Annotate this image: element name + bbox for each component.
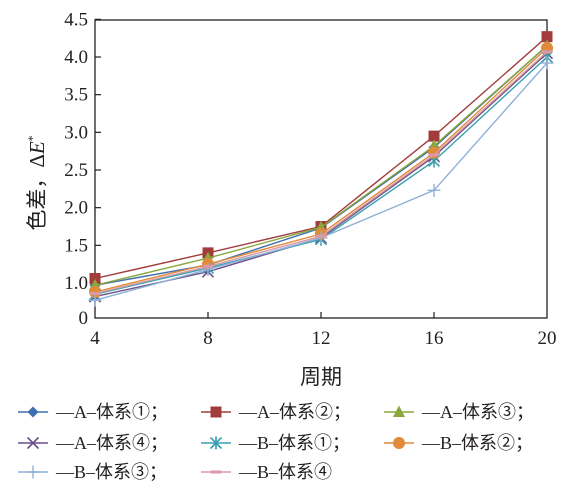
legend-marker (26, 436, 40, 450)
series-3 (89, 39, 553, 291)
legend-label: —A–体系①； (55, 402, 168, 422)
y-tick-label: 2.5 (64, 160, 88, 181)
legend-label: —B–体系①； (238, 433, 350, 453)
data-point (427, 183, 441, 197)
y-tick-label: 1.5 (64, 235, 88, 256)
x-axis-title: 周期 (300, 365, 342, 389)
series-5 (88, 50, 554, 301)
series-layer (88, 31, 554, 307)
data-point (428, 130, 440, 142)
legend-label: —A–体系②； (238, 402, 351, 422)
series-6 (89, 41, 553, 299)
y-axis-title: 色差，ΔE* (25, 135, 49, 230)
legend-item: —B–体系④ (201, 462, 332, 482)
data-point (428, 146, 440, 159)
legend-label: —A–体系④； (55, 433, 168, 453)
y-tick-label: 4.5 (64, 9, 88, 30)
legend-item: —A–体系①； (18, 402, 168, 422)
legend-item: —B–体系①； (201, 433, 350, 453)
y-tick-label: 3.0 (64, 122, 88, 143)
legend-item: —A–体系②； (201, 402, 351, 422)
series-7 (88, 56, 554, 307)
series-8 (89, 50, 553, 296)
data-point (89, 272, 101, 284)
series-line (94, 45, 548, 286)
series-line (94, 51, 548, 295)
legend-label: —B–体系③； (55, 462, 167, 482)
legend-marker (393, 437, 405, 449)
legend-marker (209, 436, 223, 450)
legend-label: —B–体系②； (421, 433, 533, 453)
legend-marker (27, 406, 39, 418)
x-axis: 4 8 12 16 20 (90, 312, 557, 349)
y-tick-label: 3.5 (64, 85, 88, 106)
x-tick-label: 12 (312, 328, 331, 349)
y-tick-label: 2.0 (64, 198, 88, 219)
y-axis-title-main: 色差，Δ (25, 154, 49, 231)
legend: —A–体系①； —A–体系②； —A–体系③； —A–体系④； —B–体系①； —B–体系… (18, 402, 534, 482)
x-tick-label: 8 (203, 328, 213, 349)
legend-label: —B–体系④ (238, 462, 332, 482)
y-tick-label: 0 (79, 308, 89, 329)
series-2 (89, 31, 553, 284)
series-1 (89, 40, 553, 291)
y-axis: 0 1.0 1.5 2.0 2.5 3.0 3.5 4.0 4.5 (64, 9, 101, 329)
data-point (88, 293, 102, 307)
x-tick-label: 4 (90, 328, 100, 349)
legend-item: —B–体系②； (384, 433, 533, 453)
series-line (94, 56, 548, 295)
data-point (541, 31, 553, 43)
legend-item: —A–体系③； (384, 402, 534, 422)
legend-item: —A–体系④； (18, 433, 168, 453)
y-axis-title-superscript: * (25, 135, 39, 141)
series-line (94, 47, 548, 293)
legend-label: —A–体系③； (421, 402, 534, 422)
legend-marker (393, 405, 405, 417)
legend-marker (26, 465, 40, 479)
legend-item: —B–体系③； (18, 462, 167, 482)
x-tick-label: 20 (538, 328, 557, 349)
data-point (540, 56, 554, 70)
y-tick-label: 4.0 (64, 47, 88, 68)
series-line (94, 45, 548, 286)
y-axis-title-symbol: E (25, 141, 49, 155)
x-tick-label: 16 (425, 328, 444, 349)
y-tick-label: 1.0 (64, 273, 88, 294)
series-line (94, 52, 548, 298)
series-line (94, 62, 548, 301)
legend-marker (210, 406, 222, 418)
